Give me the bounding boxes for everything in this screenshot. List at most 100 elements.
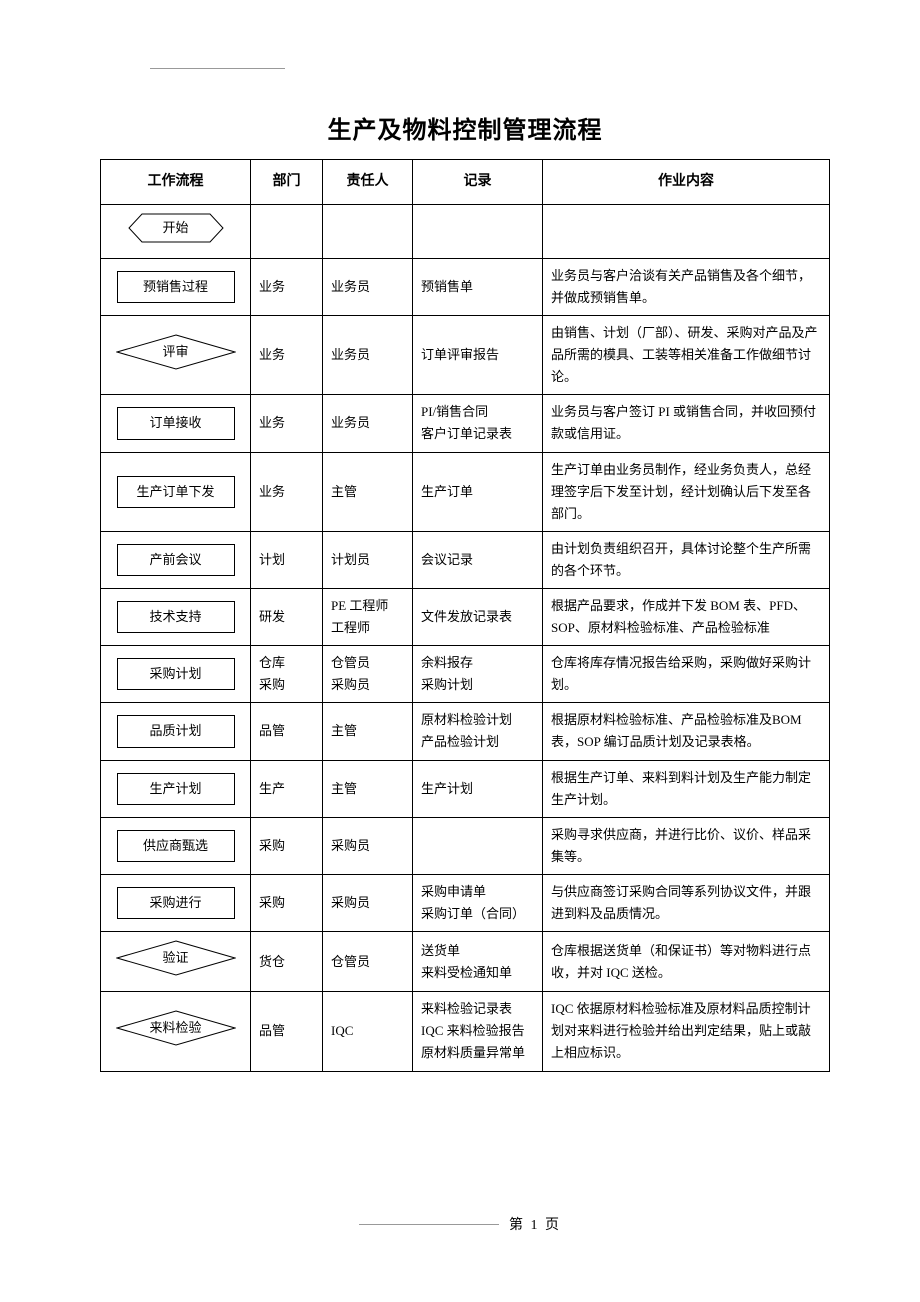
resp-cell-line: 采购员 [331, 892, 404, 914]
dept-cell [251, 204, 323, 258]
flow-shape-label: 开始 [128, 213, 224, 243]
dept-cell-line: 品管 [259, 1020, 314, 1042]
table-row: 验证货仓仓管员送货单来料受检通知单仓库根据送货单（和保证书）等对物料进行点收，并… [101, 932, 830, 992]
resp-cell-line: 主管 [331, 720, 404, 742]
table-row: 生产计划生产主管生产计划根据生产订单、来料到料计划及生产能力制定生产计划。 [101, 760, 830, 817]
resp-cell-line: 计划员 [331, 549, 404, 571]
record-cell: 生产计划 [413, 760, 543, 817]
record-cell-line: 来料检验记录表 [421, 998, 534, 1020]
resp-cell: 仓管员采购员 [323, 646, 413, 703]
flow-process-box: 预销售过程 [117, 271, 235, 303]
dept-cell-line: 业务 [259, 481, 314, 503]
resp-cell-line: 业务员 [331, 344, 404, 366]
record-cell: 余料报存采购计划 [413, 646, 543, 703]
dept-cell-line: 生产 [259, 778, 314, 800]
dept-cell: 业务 [251, 258, 323, 315]
resp-cell: IQC [323, 992, 413, 1071]
resp-cell-line: IQC [331, 1020, 404, 1042]
desc-cell-line: 业务员与客户洽谈有关产品销售及各个细节，并做成预销售单。 [551, 265, 821, 309]
page-title: 生产及物料控制管理流程 [100, 110, 830, 145]
flow-decision-diamond: 来料检验 [116, 1010, 236, 1046]
desc-cell: 根据产品要求，作成并下发 BOM 表、PFD、SOP、原材料检验标准、产品检验标… [543, 589, 830, 646]
desc-cell [543, 204, 830, 258]
dept-cell: 采购 [251, 817, 323, 874]
record-cell [413, 817, 543, 874]
record-cell-line: 采购订单（合同） [421, 903, 534, 925]
top-decorative-rule [150, 68, 285, 69]
flow-process-box: 供应商甄选 [117, 830, 235, 862]
resp-cell: PE 工程师工程师 [323, 589, 413, 646]
desc-cell-line: 业务员与客户签订 PI 或销售合同，并收回预付款或信用证。 [551, 401, 821, 445]
flow-cell: 评审 [101, 316, 251, 395]
resp-cell-line: 业务员 [331, 412, 404, 434]
flow-cell: 供应商甄选 [101, 817, 251, 874]
desc-cell: 仓库根据送货单（和保证书）等对物料进行点收，并对 IQC 送检。 [543, 932, 830, 992]
desc-cell: 业务员与客户洽谈有关产品销售及各个细节，并做成预销售单。 [543, 258, 830, 315]
dept-cell: 业务 [251, 452, 323, 531]
flow-process-box: 技术支持 [117, 601, 235, 633]
record-cell-line: PI/销售合同 [421, 401, 534, 423]
dept-cell-line: 采购 [259, 835, 314, 857]
record-cell: 文件发放记录表 [413, 589, 543, 646]
record-cell-line: 采购计划 [421, 674, 534, 696]
record-cell-line: 来料受检通知单 [421, 962, 534, 984]
resp-cell-line: 主管 [331, 481, 404, 503]
record-cell-line: 采购申请单 [421, 881, 534, 903]
flow-process-box: 品质计划 [117, 715, 235, 747]
resp-cell-line: 采购员 [331, 674, 404, 696]
record-cell-line: 预销售单 [421, 276, 534, 298]
flow-terminator-hex: 开始 [128, 213, 224, 243]
dept-cell: 研发 [251, 589, 323, 646]
flow-cell: 采购进行 [101, 874, 251, 931]
dept-cell: 计划 [251, 531, 323, 588]
desc-cell-line: 采购寻求供应商，并进行比价、议价、样品采集等。 [551, 824, 821, 868]
resp-cell-line: 业务员 [331, 276, 404, 298]
process-table: 工作流程 部门 责任人 记录 作业内容 开始预销售过程业务业务员预销售单业务员与… [100, 159, 830, 1072]
resp-cell-line: PE 工程师 [331, 595, 404, 617]
table-row: 采购计划 仓库采购仓管员采购员余料报存采购计划仓库将库存情况报告给采购，采购做好采… [101, 646, 830, 703]
record-cell-line: 原材料质量异常单 [421, 1042, 534, 1064]
flow-decision-diamond: 评审 [116, 334, 236, 370]
dept-cell-line: 研发 [259, 606, 314, 628]
desc-cell: 仓库将库存情况报告给采购，采购做好采购计划。 [543, 646, 830, 703]
resp-cell-line: 工程师 [331, 617, 404, 639]
desc-cell-line: 根据产品要求，作成并下发 BOM 表、PFD、SOP、原材料检验标准、产品检验标… [551, 595, 821, 639]
resp-cell: 计划员 [323, 531, 413, 588]
record-cell: 预销售单 [413, 258, 543, 315]
desc-cell: 生产订单由业务员制作，经业务负责人，总经理签字后下发至计划，经计划确认后下发至各… [543, 452, 830, 531]
record-cell: 来料检验记录表IQC 来料检验报告原材料质量异常单 [413, 992, 543, 1071]
resp-cell-line: 仓管员 [331, 652, 404, 674]
resp-cell: 仓管员 [323, 932, 413, 992]
desc-cell: 采购寻求供应商，并进行比价、议价、样品采集等。 [543, 817, 830, 874]
record-cell-line: 送货单 [421, 940, 534, 962]
flow-process-box: 采购进行 [117, 887, 235, 919]
record-cell-line: 余料报存 [421, 652, 534, 674]
resp-cell [323, 204, 413, 258]
col-header-resp: 责任人 [323, 160, 413, 205]
record-cell: 生产订单 [413, 452, 543, 531]
desc-cell-line: 由计划负责组织召开，具体讨论整个生产所需的各个环节。 [551, 538, 821, 582]
record-cell: 订单评审报告 [413, 316, 543, 395]
flow-shape-label: 评审 [116, 334, 236, 370]
desc-cell: 由计划负责组织召开，具体讨论整个生产所需的各个环节。 [543, 531, 830, 588]
table-row: 产前会议计划计划员会议记录由计划负责组织召开，具体讨论整个生产所需的各个环节。 [101, 531, 830, 588]
dept-cell-line: 业务 [259, 276, 314, 298]
desc-cell: 与供应商签订采购合同等系列协议文件，并跟进到料及品质情况。 [543, 874, 830, 931]
desc-cell: 根据原材料检验标准、产品检验标准及BOM 表，SOP 编订品质计划及记录表格。 [543, 703, 830, 760]
desc-cell-line: 根据原材料检验标准、产品检验标准及BOM 表，SOP 编订品质计划及记录表格。 [551, 709, 821, 753]
resp-cell: 采购员 [323, 817, 413, 874]
dept-cell: 仓库采购 [251, 646, 323, 703]
dept-cell-line: 货仓 [259, 951, 314, 973]
table-row: 采购进行采购采购员采购申请单采购订单（合同）与供应商签订采购合同等系列协议文件，… [101, 874, 830, 931]
flow-process-box: 生产计划 [117, 773, 235, 805]
record-cell-line: 原材料检验计划 [421, 709, 534, 731]
record-cell-line: IQC 来料检验报告 [421, 1020, 534, 1042]
desc-cell-line: 仓库根据送货单（和保证书）等对物料进行点收，并对 IQC 送检。 [551, 940, 821, 984]
dept-cell: 品管 [251, 703, 323, 760]
flow-cell: 生产订单下发 [101, 452, 251, 531]
flow-cell: 订单接收 [101, 395, 251, 452]
desc-cell-line: 根据生产订单、来料到料计划及生产能力制定生产计划。 [551, 767, 821, 811]
record-cell-line: 文件发放记录表 [421, 606, 534, 628]
flow-cell: 开始 [101, 204, 251, 258]
desc-cell: 业务员与客户签订 PI 或销售合同，并收回预付款或信用证。 [543, 395, 830, 452]
